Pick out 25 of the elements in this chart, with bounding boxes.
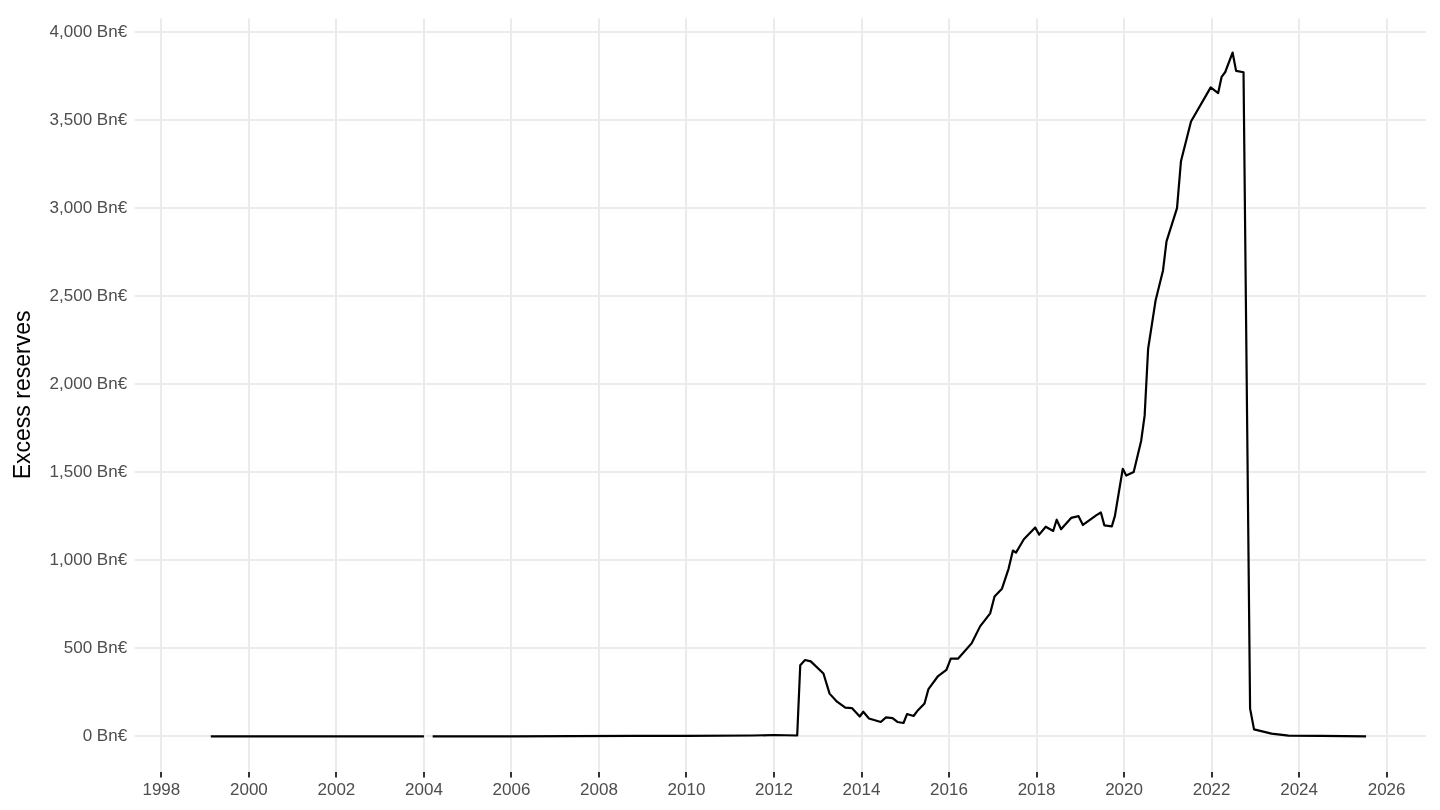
x-tick-label: 2024	[1280, 780, 1319, 800]
y-tick-label: 2,500 Bn€	[49, 286, 128, 306]
x-tick-label: 2006	[492, 780, 531, 800]
x-tick-label: 2014	[842, 780, 881, 800]
x-tick-label: 2002	[317, 780, 356, 800]
x-tick-label: 2012	[755, 780, 793, 800]
x-tick-label: 2020	[1105, 780, 1143, 800]
x-tick-label: 2022	[1192, 780, 1231, 800]
x-tick-label: 2000	[229, 780, 268, 800]
x-tick-label: 2026	[1367, 780, 1406, 800]
y-tick-label: 1,000 Bn€	[49, 550, 128, 570]
y-axis-title: Excess reserves	[9, 310, 36, 480]
y-tick-label: 4,000 Bn€	[49, 21, 128, 41]
x-tick-label: 2008	[580, 780, 618, 800]
y-tick-label: 2,000 Bn€	[49, 374, 128, 394]
x-tick-label: 2016	[930, 780, 968, 800]
x-tick-label: 2010	[667, 780, 706, 800]
y-tick-label: 1,500 Bn€	[49, 462, 128, 482]
y-tick-label: 0 Bn€	[82, 726, 128, 746]
y-tick-label: 3,000 Bn€	[49, 198, 128, 217]
x-tick-label: 2004	[405, 780, 443, 800]
x-tick-label: 2018	[1017, 780, 1056, 800]
x-tick-label: 1998	[142, 780, 181, 800]
y-tick-label: 3,500 Bn€	[49, 109, 128, 129]
y-tick-label: 500 Bn€	[63, 638, 128, 658]
